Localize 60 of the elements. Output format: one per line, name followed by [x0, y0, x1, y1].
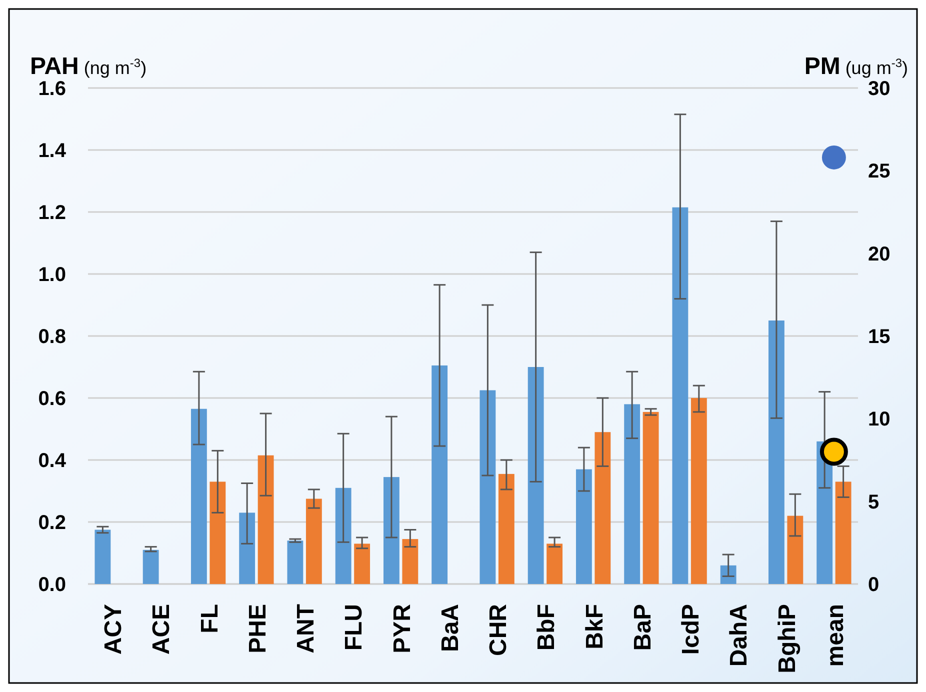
x-tick-label: FL	[196, 604, 224, 634]
bar	[835, 482, 852, 584]
bar	[528, 367, 544, 584]
bar	[787, 516, 804, 584]
x-tick-label: DahA	[726, 604, 753, 667]
bar	[354, 544, 370, 584]
x-tick-label: CHR	[485, 604, 512, 656]
bar	[546, 544, 563, 584]
bar	[402, 539, 418, 584]
bar	[287, 540, 304, 584]
y-tick-label: 0.0	[38, 574, 66, 596]
y-tick-label: 1.2	[38, 202, 66, 224]
x-tick-label: BghiP	[774, 604, 801, 674]
x-tick-label: ACE	[148, 604, 176, 655]
bar	[642, 412, 659, 584]
x-tick-label: BkF	[581, 604, 608, 650]
x-tick-label: ACY	[100, 604, 128, 655]
y2-axis-title: PM (ug m$^{-3}$)	[804, 53, 908, 80]
y-tick-label: 0.8	[38, 326, 66, 348]
bar	[498, 474, 514, 584]
x-tick-label: PHE	[244, 604, 272, 654]
bar	[383, 477, 400, 584]
y2-tick-label: 0	[868, 574, 880, 596]
x-tick-label: BbF	[533, 604, 560, 651]
y2-tick-label: 5	[868, 491, 880, 514]
y-tick-label: 1.0	[38, 264, 66, 286]
y-axis-title: PAH (ng m$^{-3}$)	[30, 53, 147, 80]
x-tick-label: mean	[822, 604, 849, 667]
bar	[335, 488, 352, 584]
bar	[94, 530, 111, 584]
bar	[142, 550, 159, 584]
y2-tick-label: 15	[868, 326, 890, 348]
bar	[690, 398, 707, 584]
y2-tick-label: 20	[868, 243, 890, 266]
y-tick-label: 0.2	[38, 512, 66, 534]
bar	[624, 404, 640, 584]
y-tick-label: 1.6	[38, 78, 66, 100]
x-tick-label: BaA	[436, 604, 464, 652]
x-tick-label: PYR	[388, 604, 416, 654]
x-tick-label: BaP	[629, 604, 656, 651]
bar	[594, 432, 611, 584]
y-tick-label: 1.4	[38, 140, 67, 162]
x-tick-label: IcdP	[678, 604, 705, 655]
bar	[239, 512, 256, 584]
bar	[190, 408, 207, 584]
y2-tick-label: 25	[868, 160, 890, 183]
bar	[258, 455, 274, 584]
x-tick-label: FLU	[340, 604, 368, 651]
y-tick-label: 0.6	[38, 388, 66, 410]
y-tick-label: 0.4	[38, 450, 67, 472]
x-tick-label: ANT	[292, 604, 320, 654]
y2-tick-label: 10	[868, 408, 890, 431]
bar	[672, 207, 688, 584]
bar	[432, 365, 448, 584]
bar	[768, 320, 784, 584]
bar	[576, 469, 592, 584]
bar	[306, 498, 322, 584]
bar	[480, 390, 496, 584]
y2-tick-label: 30	[868, 78, 890, 100]
bar	[210, 482, 226, 584]
